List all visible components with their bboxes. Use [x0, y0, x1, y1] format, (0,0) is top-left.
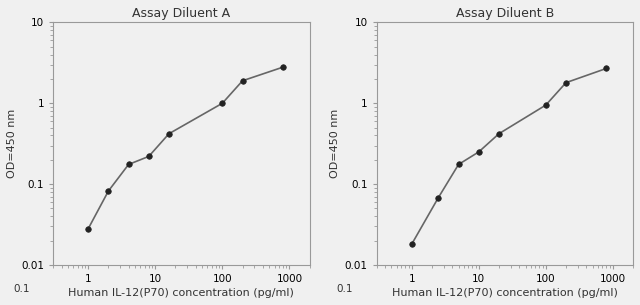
- Y-axis label: OD=450 nm: OD=450 nm: [7, 109, 17, 178]
- Title: Assay Diluent A: Assay Diluent A: [132, 7, 230, 20]
- Text: 0.1: 0.1: [13, 284, 29, 294]
- X-axis label: Human IL-12(P70) concentration (pg/ml): Human IL-12(P70) concentration (pg/ml): [392, 288, 618, 298]
- Y-axis label: OD=450 nm: OD=450 nm: [330, 109, 340, 178]
- Title: Assay Diluent B: Assay Diluent B: [456, 7, 554, 20]
- X-axis label: Human IL-12(P70) concentration (pg/ml): Human IL-12(P70) concentration (pg/ml): [68, 288, 294, 298]
- Text: 0.1: 0.1: [337, 284, 353, 294]
